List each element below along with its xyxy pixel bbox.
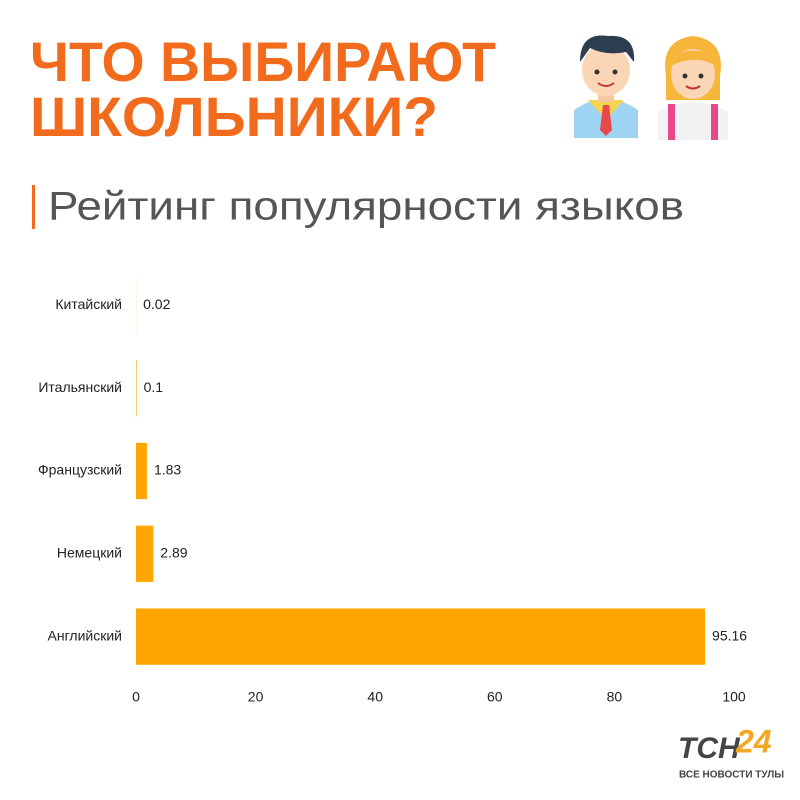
x-tick-label: 60 — [487, 689, 503, 705]
bar — [136, 442, 147, 500]
y-tick-label: Английский — [48, 627, 122, 643]
bar — [136, 360, 137, 417]
y-tick-label: Китайский — [55, 296, 122, 312]
brand-tagline: ВСЕ НОВОСТИ ТУЛЫ — [679, 770, 784, 781]
value-label: 95.16 — [712, 627, 747, 643]
x-tick-label: 20 — [248, 689, 264, 705]
x-tick-label: 100 — [722, 689, 746, 705]
value-label: 0.1 — [144, 379, 164, 395]
title-line: ЧТО ВЫБИРАЮТ — [30, 30, 496, 93]
subtitle: Рейтинг популярности языков — [48, 185, 684, 229]
boy-icon — [574, 35, 638, 138]
brand-logo: ТСН 24 ВСЕ НОВОСТИ ТУЛЫ — [678, 723, 784, 780]
y-tick-label: Итальянский — [38, 379, 122, 395]
value-label: 1.83 — [154, 462, 181, 478]
subtitle-marker — [32, 185, 35, 229]
value-label: 0.02 — [143, 296, 170, 312]
y-tick-label: Немецкий — [57, 545, 122, 561]
bar — [136, 525, 154, 582]
brand-number: 24 — [735, 723, 772, 759]
x-tick-label: 40 — [367, 689, 383, 705]
bar — [136, 608, 706, 665]
brand-name: ТСН — [678, 732, 741, 765]
x-tick-label: 80 — [607, 689, 623, 705]
y-tick-label: Французский — [38, 462, 122, 478]
value-label: 2.89 — [160, 545, 187, 561]
girl-icon — [658, 36, 728, 140]
x-tick-label: 0 — [132, 689, 140, 705]
title-line: ШКОЛЬНИКИ? — [30, 85, 438, 148]
